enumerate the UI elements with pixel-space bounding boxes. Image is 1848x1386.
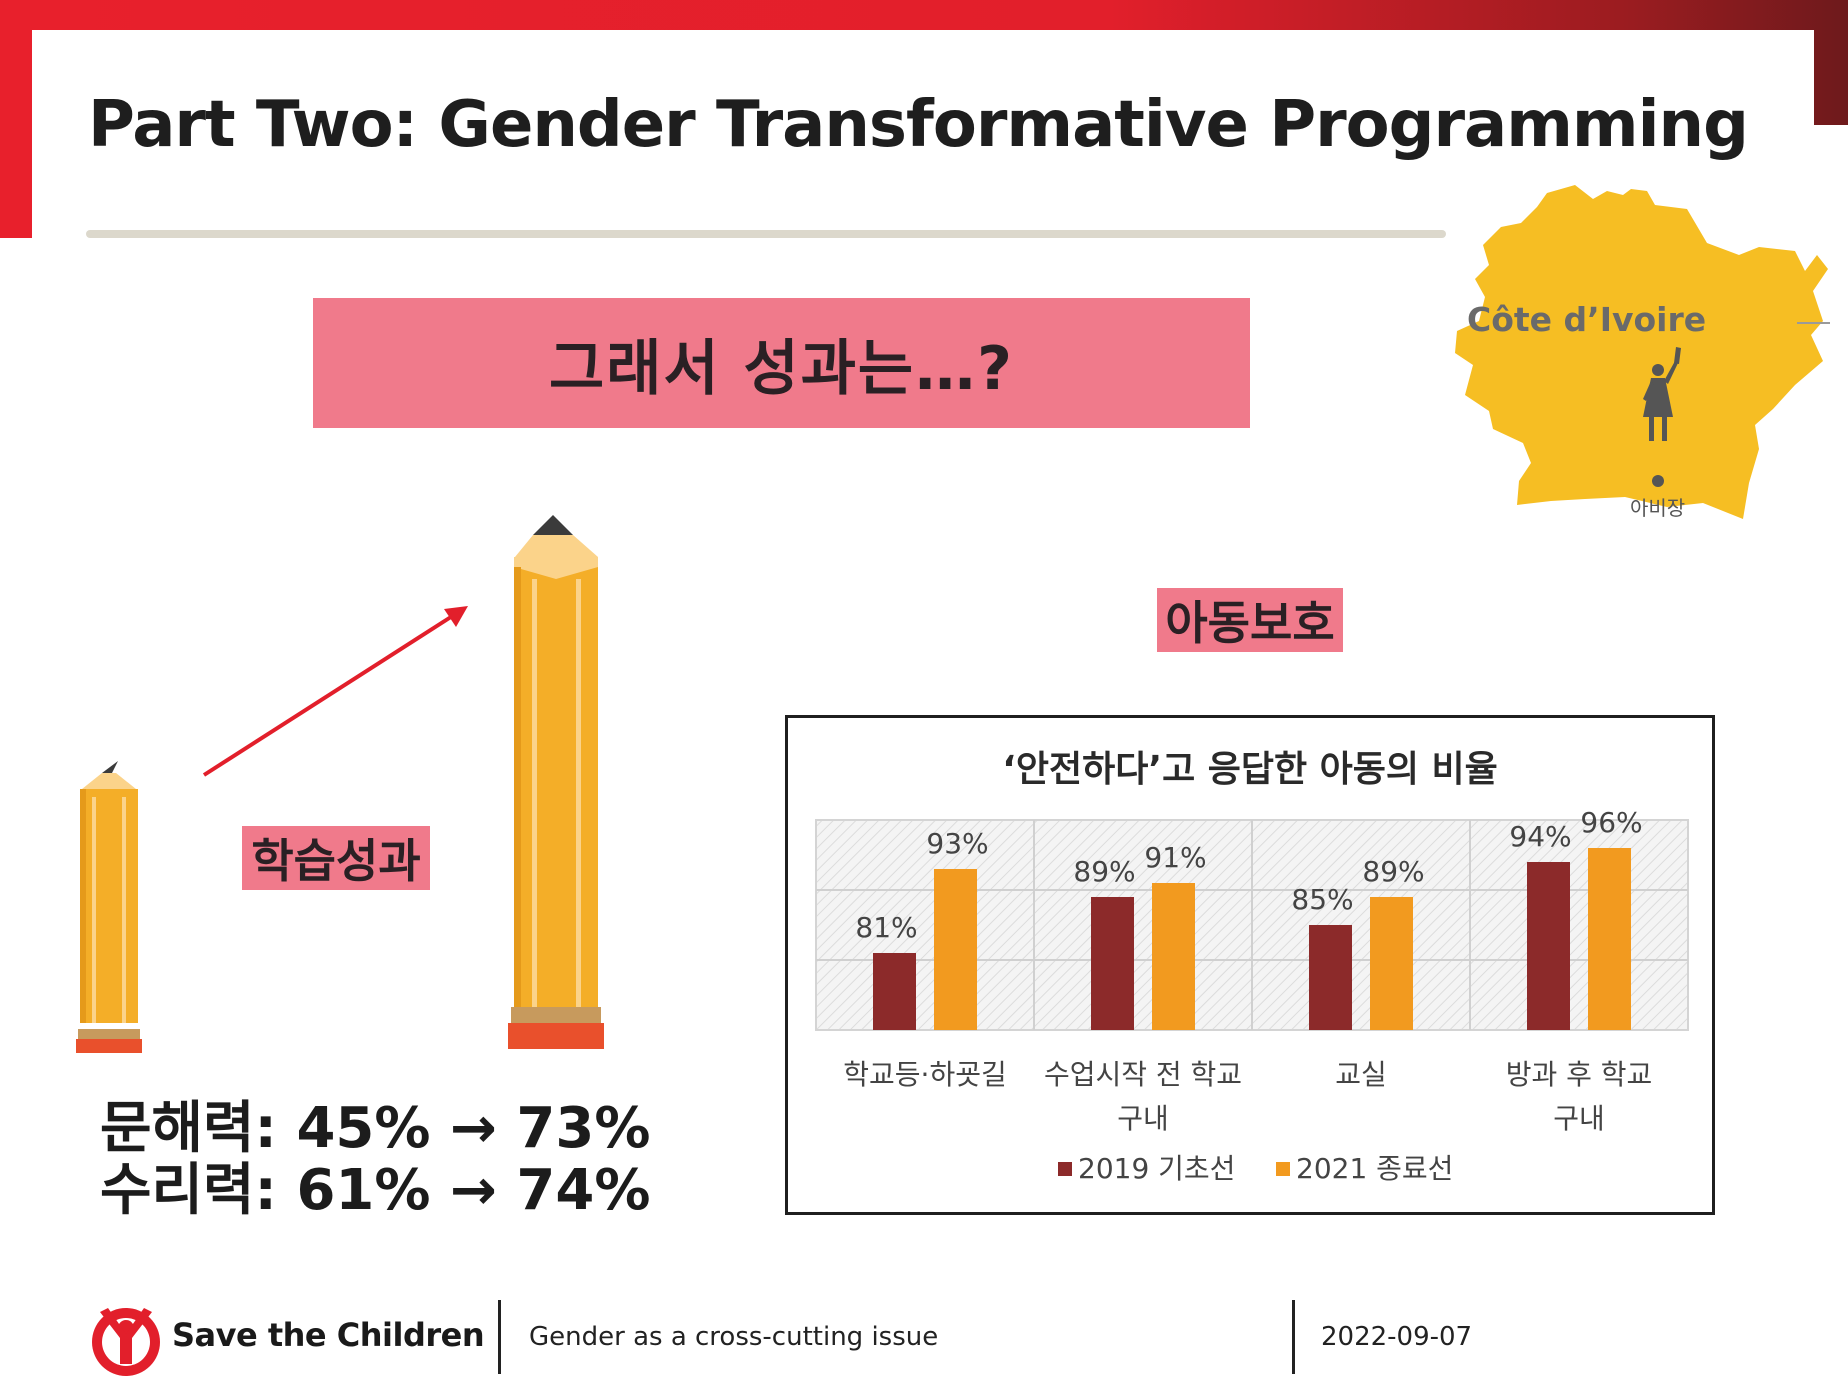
growth-arrow-icon — [202, 606, 468, 777]
bar — [934, 869, 977, 1030]
bar-value-label: 81% — [855, 911, 917, 944]
map-city-label: 아비장 — [1630, 496, 1686, 520]
results-banner: 그래서 성과는…? — [313, 298, 1250, 428]
bar — [1152, 883, 1195, 1030]
footer-subject: Gender as a cross-cutting issue — [529, 1322, 939, 1352]
legend-swatch — [1058, 1162, 1072, 1176]
bar-value-label: 94% — [1509, 820, 1571, 853]
category-label: 수업시작 전 학교 — [1044, 1058, 1242, 1091]
bar-value-label: 96% — [1580, 806, 1642, 839]
child-protection-tag: 아동보호 — [1157, 588, 1343, 652]
learning-stats: 문해력: 45% → 73% 수리력: 61% → 74% — [100, 1096, 651, 1223]
category-label: 구내 — [1117, 1102, 1169, 1135]
footer-brand: Save the Children — [172, 1316, 485, 1354]
bar — [1091, 897, 1134, 1030]
small-pencil-icon — [76, 761, 142, 1053]
tall-pencil-icon — [508, 515, 604, 1049]
bar — [1309, 925, 1352, 1030]
category-label: 구내 — [1553, 1102, 1605, 1135]
bar — [1588, 848, 1631, 1030]
legend-swatch — [1276, 1162, 1290, 1176]
bar — [873, 953, 916, 1030]
slide-title: Part Two: Gender Transformative Programm… — [88, 88, 1749, 162]
cote-divoire-map-icon — [1455, 185, 1828, 519]
category-label: 방과 후 학교 — [1506, 1058, 1653, 1091]
save-the-children-logo-icon — [92, 1308, 160, 1376]
learning-outcomes-tag: 학습성과 — [242, 826, 430, 890]
footer-date: 2022-09-07 — [1321, 1322, 1473, 1352]
bar — [1370, 897, 1413, 1030]
footer-divider — [1292, 1300, 1295, 1374]
literacy-stat: 문해력: 45% → 73% — [100, 1096, 651, 1161]
results-banner-text: 그래서 성과는…? — [549, 333, 1014, 404]
title-underline — [86, 230, 1446, 238]
legend-label: 2021 종료선 — [1296, 1152, 1453, 1185]
bar-value-label: 89% — [1362, 855, 1424, 888]
title-card — [32, 30, 1814, 240]
bar-value-label: 91% — [1144, 841, 1206, 874]
safety-chart: ‘안전하다’고 응답한 아동의 비율 81% 93% 학교등·하굣길 89% 91% 수업… — [785, 715, 1715, 1215]
bar-value-label: 85% — [1291, 883, 1353, 916]
category-label: 학교등·하굣길 — [843, 1058, 1006, 1091]
category-label: 교실 — [1335, 1058, 1387, 1091]
bar — [1527, 862, 1570, 1030]
right-strip — [1814, 125, 1848, 238]
numeracy-stat: 수리력: 61% → 74% — [100, 1158, 651, 1223]
bar-value-label: 93% — [926, 827, 988, 860]
chart-title: ‘안전하다’고 응답한 아동의 비율 — [1002, 749, 1498, 790]
map-pointer-line — [1797, 322, 1830, 324]
map-country-label: Côte d’Ivoire — [1467, 300, 1707, 339]
footer-divider — [498, 1300, 501, 1374]
bar-value-label: 89% — [1073, 855, 1135, 888]
pencils-illustration — [76, 515, 604, 1053]
legend-label: 2019 기초선 — [1078, 1152, 1235, 1185]
